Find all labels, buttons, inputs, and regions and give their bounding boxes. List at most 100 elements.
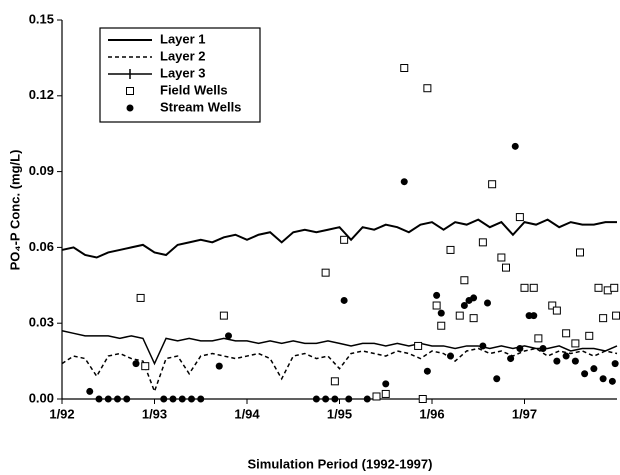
stream-well-point: [484, 299, 491, 307]
legend-label: Layer 3: [160, 65, 206, 80]
stream-well-point: [437, 309, 445, 317]
stream-well-point: [470, 294, 478, 302]
field-well-point: [330, 377, 339, 386]
stream-well-point: [511, 142, 519, 150]
field-well-point: [400, 64, 409, 73]
stream-well-point: [123, 395, 131, 403]
stream-well-point: [479, 342, 487, 350]
y-tick-label: 0.12: [29, 87, 54, 102]
stream-well-point: [553, 357, 561, 365]
stream-well-point: [331, 395, 339, 403]
field-well-point: [610, 283, 619, 292]
y-tick-label: 0.15: [29, 11, 54, 26]
stream-well-point: [363, 395, 371, 403]
field-well-point: [414, 341, 423, 350]
stream-well-point: [312, 395, 320, 403]
field-well-point: [136, 293, 145, 302]
field-well-point: [585, 331, 594, 340]
field-well-point: [478, 238, 487, 247]
field-well-point: [446, 245, 455, 254]
stream-well-point: [345, 395, 353, 403]
stream-well-point: [611, 360, 619, 368]
stream-well-point: [400, 178, 408, 186]
y-tick-label: 0.06: [29, 239, 54, 254]
field-well-point: [502, 263, 510, 272]
field-well-point: [571, 339, 580, 348]
field-well-point: [562, 329, 571, 338]
stream-well-point: [562, 352, 570, 360]
y-axis-label: PO₄-P Conc. (mg/L): [7, 150, 22, 271]
field-well-point: [576, 248, 584, 257]
legend-marker: [126, 104, 134, 112]
field-well-point: [520, 283, 529, 292]
x-tick-label: 1/95: [327, 406, 352, 421]
field-well-point: [534, 334, 543, 343]
field-well-point: [321, 268, 330, 277]
stream-well-point: [493, 375, 501, 383]
legend-label: Stream Wells: [160, 99, 241, 114]
legend-label: Field Wells: [160, 82, 228, 97]
stream-well-point: [447, 352, 454, 360]
stream-well-point: [516, 344, 524, 352]
field-well-point: [340, 235, 349, 244]
legend-box: [99, 27, 261, 123]
stream-well-point: [86, 387, 94, 395]
stream-well-point: [132, 360, 140, 368]
stream-well-point: [188, 395, 195, 403]
y-tick-label: 0.09: [29, 163, 54, 178]
stream-well-point: [322, 395, 330, 403]
field-well-point: [497, 253, 506, 262]
stream-well-point: [382, 380, 390, 388]
stream-well-point: [507, 355, 515, 363]
field-well-point: [612, 311, 620, 320]
field-well-point: [515, 213, 524, 222]
stream-well-point: [225, 332, 232, 340]
field-well-point: [552, 306, 561, 315]
stream-well-point: [423, 367, 431, 375]
field-well-point: [423, 84, 432, 93]
x-tick-label: 1/96: [419, 406, 444, 421]
stream-well-point: [178, 395, 186, 403]
field-well-point: [603, 286, 612, 295]
stream-well-point: [539, 344, 547, 352]
field-well-point: [455, 311, 464, 320]
stream-well-point: [197, 395, 205, 403]
stream-well-point: [460, 302, 468, 310]
field-well-point: [418, 395, 427, 403]
field-well-point: [141, 362, 150, 371]
field-well-point: [548, 301, 557, 310]
field-well-point: [594, 283, 603, 292]
stream-well-point: [169, 395, 177, 403]
legend: Layer 1 Layer 2 Layer 3 Field Wells Stream W…: [99, 27, 261, 123]
y-tick-label: 0.00: [29, 390, 54, 405]
stream-well-point: [581, 370, 589, 378]
stream-well-point: [590, 365, 598, 373]
stream-well-point: [95, 395, 103, 403]
stream-well-point: [433, 291, 441, 299]
stream-well-point: [160, 395, 168, 403]
stream-well-point: [104, 395, 112, 403]
field-well-point: [469, 314, 478, 323]
layer-line: [61, 330, 618, 366]
stream-well-point: [340, 296, 348, 304]
field-well-point: [529, 283, 538, 292]
layer-line: [61, 347, 618, 394]
x-axis-label: Simulation Period (1992-1997): [248, 456, 433, 471]
legend-label: Layer 2: [160, 48, 206, 63]
stream-well-point: [608, 377, 616, 385]
x-tick-label: 1/94: [234, 406, 260, 421]
legend-label: Layer 1: [160, 31, 206, 46]
x-tick-label: 1/92: [49, 406, 74, 421]
stream-well-point: [215, 362, 223, 370]
stream-well-point: [571, 357, 579, 365]
field-well-point: [599, 314, 608, 323]
x-tick-label: 1/93: [142, 406, 167, 421]
stream-well-point: [599, 375, 607, 383]
field-well-point: [432, 301, 441, 310]
field-well-point: [437, 321, 446, 330]
stream-well-point: [114, 395, 121, 403]
field-well-point: [488, 180, 497, 189]
field-well-point: [381, 389, 390, 398]
y-tick-label: 0.03: [29, 315, 54, 330]
